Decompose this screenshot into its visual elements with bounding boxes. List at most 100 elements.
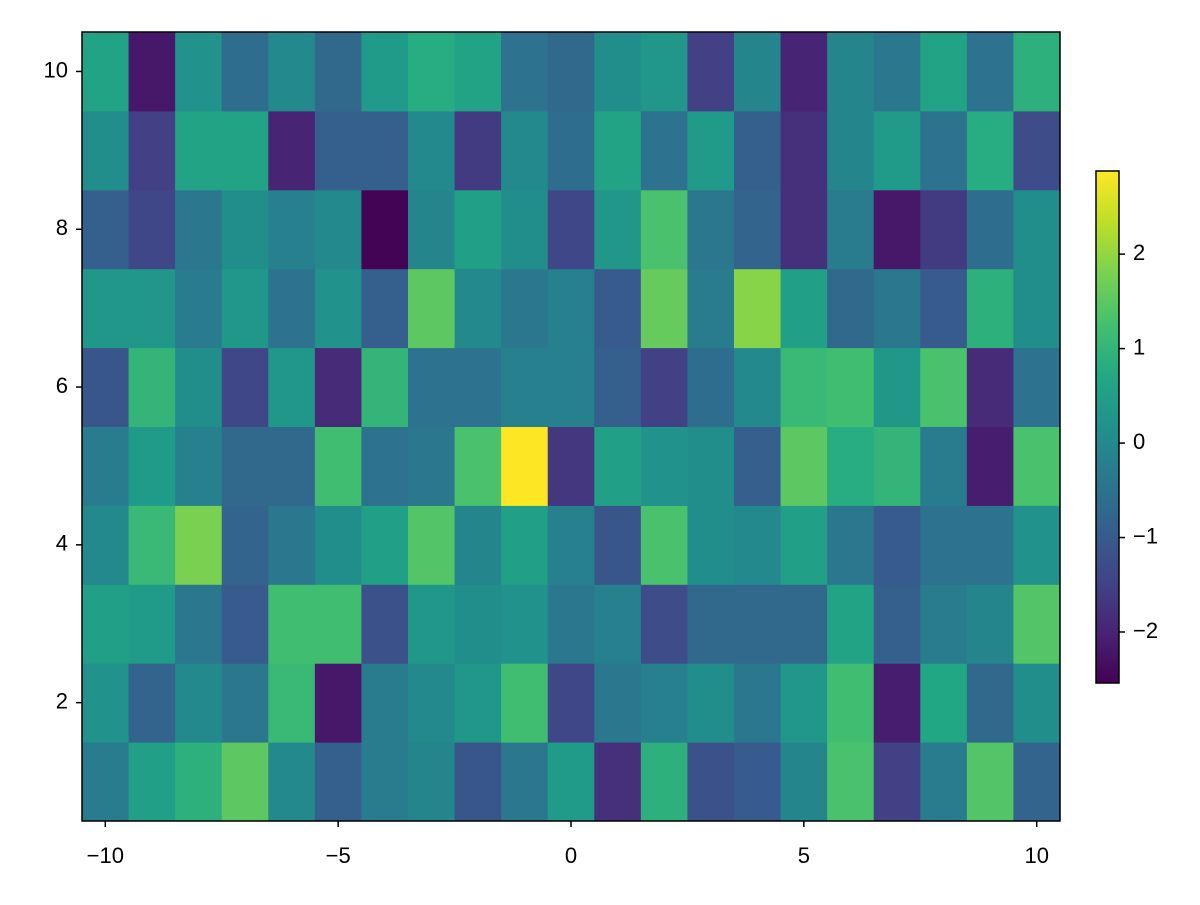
heatmap-cell (966, 110, 1014, 191)
heatmap-cell (640, 584, 688, 664)
y-tick-label: 2 (56, 688, 68, 713)
heatmap-cell (128, 110, 176, 191)
heatmap-cell (314, 584, 362, 664)
heatmap-cell (966, 268, 1014, 349)
y-tick-label: 8 (56, 215, 68, 240)
heatmap-cell (221, 584, 269, 664)
x-tick-label: 5 (798, 843, 810, 868)
heatmap-cell (408, 347, 456, 427)
heatmap-cell (454, 584, 502, 664)
heatmap-cell (408, 32, 456, 112)
heatmap-cell (1013, 347, 1061, 427)
heatmap-cell (175, 32, 223, 112)
heatmap-cell (734, 742, 782, 822)
heatmap-cell (175, 347, 223, 427)
heatmap-cell (547, 584, 595, 664)
heatmap-cell (268, 268, 316, 349)
heatmap-cell (408, 584, 456, 664)
heatmap-cell (128, 268, 176, 349)
heatmap-cell (920, 189, 968, 270)
heatmap-cell (221, 426, 269, 506)
heatmap-cell (780, 505, 828, 585)
heatmap-cell (361, 268, 409, 349)
heatmap-cell (175, 584, 223, 664)
heatmap-cell (501, 505, 549, 585)
heatmap-cell (1013, 268, 1061, 349)
heatmap-cell (640, 663, 688, 743)
heatmap-cell (454, 268, 502, 349)
heatmap-cell (361, 32, 409, 112)
heatmap-cell (687, 584, 735, 664)
heatmap-cell (408, 742, 456, 822)
heatmap-cell (780, 584, 828, 664)
heatmap-cell (501, 663, 549, 743)
heatmap-cell (687, 426, 735, 506)
heatmap-cell (268, 742, 316, 822)
heatmap-cell (687, 110, 735, 191)
heatmap-cell (966, 32, 1014, 112)
heatmap-cell (640, 426, 688, 506)
heatmap-cell (734, 268, 782, 349)
heatmap-cell (966, 663, 1014, 743)
heatmap-cell (82, 32, 130, 112)
heatmap-cell (547, 663, 595, 743)
heatmap-cell (82, 268, 130, 349)
heatmap-cell (221, 268, 269, 349)
y-tick-label: 4 (56, 531, 68, 556)
heatmap-cell (501, 347, 549, 427)
heatmap-cell (734, 189, 782, 270)
colorbar-tick-label: −2 (1133, 618, 1158, 643)
heatmap-cell (920, 742, 968, 822)
heatmap-cell (594, 110, 642, 191)
heatmap-cell (128, 426, 176, 506)
heatmap-cell (501, 32, 549, 112)
heatmap-cell (547, 110, 595, 191)
heatmap-cell (594, 32, 642, 112)
heatmap-cell (128, 347, 176, 427)
heatmap-cell (454, 742, 502, 822)
heatmap-cell (547, 505, 595, 585)
x-tick-label: 0 (565, 843, 577, 868)
heatmap-cell (873, 663, 921, 743)
heatmap-cell (175, 268, 223, 349)
heatmap-cell (221, 110, 269, 191)
heatmap-cell (128, 742, 176, 822)
heatmap-cell (314, 347, 362, 427)
heatmap-cell (314, 663, 362, 743)
heatmap-cell (314, 426, 362, 506)
colorbar-tick-label: 2 (1133, 240, 1145, 265)
heatmap-cell (827, 268, 875, 349)
heatmap-cell (361, 584, 409, 664)
colorbar (1095, 170, 1120, 684)
heatmap-cell (408, 189, 456, 270)
colorbar-tick-label: 0 (1133, 429, 1145, 454)
y-tick-label: 10 (44, 57, 68, 82)
heatmap-cell (873, 347, 921, 427)
heatmap-cell (1013, 742, 1061, 822)
heatmap-cell (827, 742, 875, 822)
heatmap-cell (268, 32, 316, 112)
heatmap-cell (687, 32, 735, 112)
heatmap-cell (873, 426, 921, 506)
heatmap-cell (827, 663, 875, 743)
heatmap-cell (594, 742, 642, 822)
heatmap-cell (873, 505, 921, 585)
heatmap-cell (640, 505, 688, 585)
heatmap-cell (687, 268, 735, 349)
heatmap-cell (920, 426, 968, 506)
heatmap-cell (920, 32, 968, 112)
heatmap-cell (734, 347, 782, 427)
heatmap-cell (547, 347, 595, 427)
heatmap-cell (687, 663, 735, 743)
heatmap-cell (408, 426, 456, 506)
heatmap-cell (361, 110, 409, 191)
heatmap-cell (594, 663, 642, 743)
heatmap-cell (268, 663, 316, 743)
colorbar-tick-label: −1 (1133, 523, 1158, 548)
heatmap-cell (128, 505, 176, 585)
heatmap-cell (1013, 505, 1061, 585)
heatmap-cell (128, 189, 176, 270)
heatmap-cell (175, 742, 223, 822)
heatmap-cell (827, 426, 875, 506)
